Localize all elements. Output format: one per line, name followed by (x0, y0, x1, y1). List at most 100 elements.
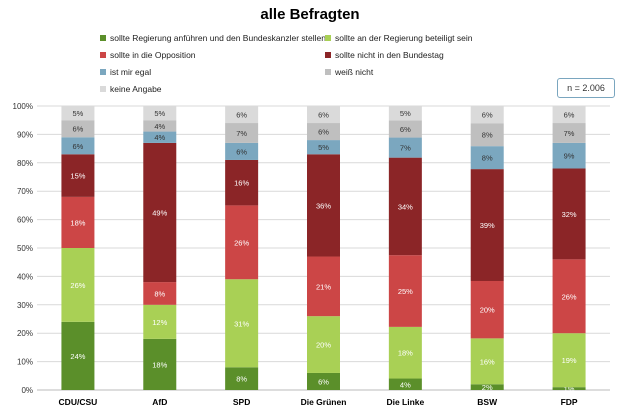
bar-segment (61, 196, 95, 248)
y-tick-label: 0% (21, 386, 33, 395)
data-label: 1% (564, 385, 575, 394)
bar-segment (470, 338, 504, 385)
legend-swatch (100, 86, 106, 92)
bar-segment (143, 142, 177, 283)
legend-swatch (325, 35, 331, 41)
bar-segment (388, 378, 422, 390)
data-label: 26% (562, 292, 577, 301)
data-label: 16% (234, 179, 249, 188)
sample-size-box: n = 2.006 (557, 78, 615, 98)
bar-segment (61, 248, 95, 322)
bar-segment (552, 106, 586, 124)
data-label: 20% (316, 341, 331, 350)
data-label: 9% (564, 152, 575, 161)
bar-segment (470, 169, 504, 281)
data-label: 5% (400, 109, 411, 118)
data-label: 6% (73, 142, 84, 151)
bar-segment (225, 205, 259, 280)
data-label: 7% (236, 129, 247, 138)
data-label: 6% (318, 111, 329, 120)
data-label: 8% (482, 131, 493, 140)
data-label: 6% (236, 147, 247, 156)
data-label: 5% (154, 109, 165, 118)
data-label: 4% (154, 122, 165, 131)
data-label: 2% (482, 383, 493, 392)
data-label: 18% (398, 349, 413, 358)
x-tick-label: BSW (477, 397, 498, 407)
bar-segment (225, 106, 259, 124)
data-label: 6% (400, 125, 411, 134)
data-label: 19% (562, 356, 577, 365)
bar-segment (307, 372, 340, 390)
bar-segment (225, 367, 259, 390)
legend-item: keine Angabe (100, 84, 162, 94)
bar-segment (470, 146, 504, 170)
legend-item: ist mir egal (100, 67, 151, 77)
x-tick-label: Die Grünen (301, 397, 347, 407)
y-tick-label: 80% (17, 159, 33, 168)
bar-segment (143, 338, 177, 390)
data-label: 24% (70, 352, 85, 361)
y-tick-label: 90% (17, 130, 33, 139)
legend-item: sollte in die Opposition (100, 50, 196, 60)
legend-swatch (100, 69, 106, 75)
bar-segment (470, 123, 504, 147)
data-label: 6% (236, 111, 247, 120)
bar-segment (552, 142, 586, 169)
bar-segment (143, 120, 177, 132)
data-label: 5% (73, 109, 84, 118)
y-tick-label: 60% (17, 216, 33, 225)
chart-title: alle Befragten (260, 6, 360, 23)
data-label: 7% (400, 144, 411, 153)
bar-segment (225, 159, 259, 206)
data-label: 4% (400, 380, 411, 389)
legend-item: sollte Regierung anführen und den Bundes… (100, 33, 326, 43)
x-tick-label: SPD (233, 397, 250, 407)
bar-segment (388, 255, 422, 327)
x-tick-label: Die Linke (386, 397, 424, 407)
bar-segment (61, 106, 95, 121)
bar-segment (307, 154, 340, 257)
bar-segment (388, 120, 422, 138)
bar-segment (61, 137, 95, 155)
data-label: 12% (152, 318, 167, 327)
data-label: 6% (318, 128, 329, 137)
bar-segment (470, 106, 504, 124)
data-label: 16% (480, 357, 495, 366)
data-label: 39% (480, 221, 495, 230)
bar-segment (307, 256, 340, 317)
bar-segment (143, 282, 177, 305)
bar-segment (388, 106, 422, 121)
y-tick-label: 70% (17, 187, 33, 196)
data-label: 8% (482, 154, 493, 163)
y-tick-label: 50% (17, 244, 33, 253)
data-label: 7% (564, 129, 575, 138)
bar-segment (470, 280, 504, 339)
legend-item: sollte an der Regierung beteiligt sein (325, 33, 473, 43)
bar-segment (388, 157, 422, 256)
data-label: 21% (316, 282, 331, 291)
x-tick-label: FDP (561, 397, 578, 407)
x-tick-label: CDU/CSU (59, 397, 98, 407)
bar-segment (552, 333, 586, 388)
data-label: 8% (154, 289, 165, 298)
legend-swatch (100, 52, 106, 58)
legend-label: keine Angabe (110, 84, 162, 94)
data-label: 34% (398, 202, 413, 211)
data-label: 6% (318, 377, 329, 386)
data-label: 6% (73, 125, 84, 134)
bar-segment (143, 131, 177, 143)
legend-label: sollte in die Opposition (110, 50, 196, 60)
bar-segment (470, 384, 504, 390)
bar-segment (225, 123, 259, 143)
legend-label: weiß nicht (335, 67, 374, 77)
data-label: 32% (562, 210, 577, 219)
bar-segment (225, 279, 259, 368)
legend-label: ist mir egal (110, 67, 152, 77)
data-label: 26% (234, 238, 249, 247)
legend-swatch (100, 35, 106, 41)
bar-segment (61, 154, 95, 197)
data-label: 15% (70, 172, 85, 181)
